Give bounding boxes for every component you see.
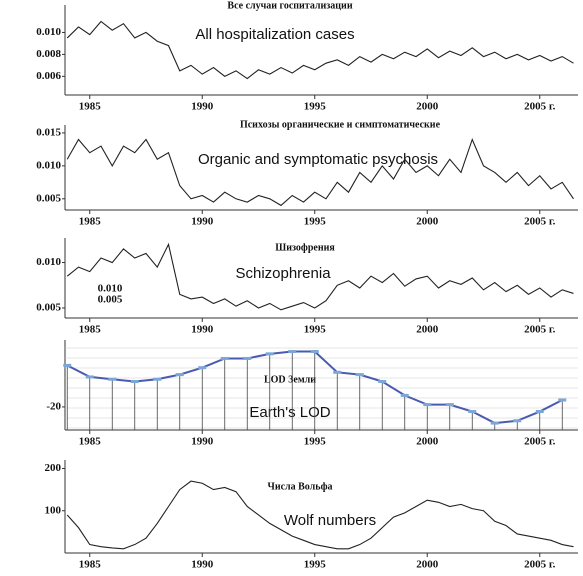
data-line	[66, 137, 574, 207]
y-tick-label: 0.010	[36, 26, 61, 38]
marker	[243, 356, 252, 360]
y-tick-label: 0.005	[36, 192, 61, 204]
marker	[378, 380, 387, 384]
marker	[513, 419, 522, 423]
annotation: Schizophrenia	[235, 265, 331, 282]
marker	[175, 373, 184, 377]
x-tick-label: 2000	[416, 101, 439, 113]
inset-label: 0.005	[98, 294, 123, 306]
x-tick-label: 1995	[304, 101, 327, 113]
x-tick-label: 2000	[416, 216, 439, 228]
marker	[535, 410, 544, 414]
marker	[310, 350, 319, 354]
panel-title: Числа Вольфа	[267, 481, 332, 492]
marker	[198, 366, 207, 370]
x-tick-label: 2005 г.	[524, 216, 556, 228]
x-tick-label: 2005 г.	[524, 559, 556, 571]
x-tick-label: 1990	[191, 101, 214, 113]
panel-title: Все случаи госпитализации	[227, 0, 352, 11]
x-tick-label: 1985	[79, 436, 102, 448]
y-tick-label: 0.015	[36, 126, 61, 138]
y-tick-label: 0.010	[36, 256, 61, 268]
y-tick-label: 0.010	[36, 159, 61, 171]
x-tick-label: 1990	[191, 436, 214, 448]
annotation: All hospitalization cases	[195, 26, 354, 43]
x-tick-label: 1995	[304, 559, 327, 571]
marker	[445, 403, 454, 407]
x-tick-label: 2005 г.	[524, 436, 556, 448]
x-tick-label: 1985	[79, 101, 102, 113]
marker	[355, 373, 364, 377]
y-tick-label: 200	[45, 462, 62, 474]
marker	[220, 356, 229, 360]
marker	[400, 393, 409, 397]
x-tick-label: 2005 г.	[524, 324, 556, 336]
y-tick-label: 100	[45, 504, 62, 516]
x-tick-label: 2005 г.	[524, 101, 556, 113]
y-tick-label: 0.006	[36, 70, 61, 82]
marker	[63, 363, 72, 367]
marker	[468, 410, 477, 414]
panel-title: Шизофрения	[275, 242, 335, 253]
panel-title: Психозы органические и симптоматические	[240, 119, 441, 130]
inset-label: 0.010	[98, 283, 123, 295]
marker	[288, 350, 297, 354]
x-tick-label: 2000	[416, 436, 439, 448]
marker	[490, 421, 499, 425]
x-tick-label: 1990	[191, 216, 214, 228]
x-tick-label: 1995	[304, 436, 327, 448]
x-tick-label: 2000	[416, 559, 439, 571]
marker	[333, 370, 342, 374]
x-tick-label: 1990	[191, 559, 214, 571]
data-line	[66, 20, 574, 80]
y-tick-label: -20	[46, 400, 61, 412]
marker	[130, 380, 139, 384]
data-line	[66, 480, 574, 550]
x-tick-label: 1985	[79, 324, 102, 336]
marker	[558, 398, 567, 402]
annotation: Earth's LOD	[249, 404, 330, 421]
marker	[108, 377, 117, 381]
marker	[153, 377, 162, 381]
panel-title: LOD Земли	[264, 374, 316, 385]
x-tick-label: 1985	[79, 216, 102, 228]
x-tick-label: 1995	[304, 216, 327, 228]
x-tick-label: 1990	[191, 324, 214, 336]
x-tick-label: 2000	[416, 324, 439, 336]
marker	[85, 375, 94, 379]
x-tick-label: 1985	[79, 559, 102, 571]
y-tick-label: 0.008	[36, 48, 61, 60]
y-tick-label: 0.005	[36, 302, 61, 314]
annotation: Organic and symptomatic psychosis	[198, 151, 438, 168]
marker	[265, 352, 274, 356]
x-tick-label: 1995	[304, 324, 327, 336]
annotation: Wolf numbers	[284, 512, 376, 529]
data-line	[66, 242, 574, 311]
marker	[423, 403, 432, 407]
